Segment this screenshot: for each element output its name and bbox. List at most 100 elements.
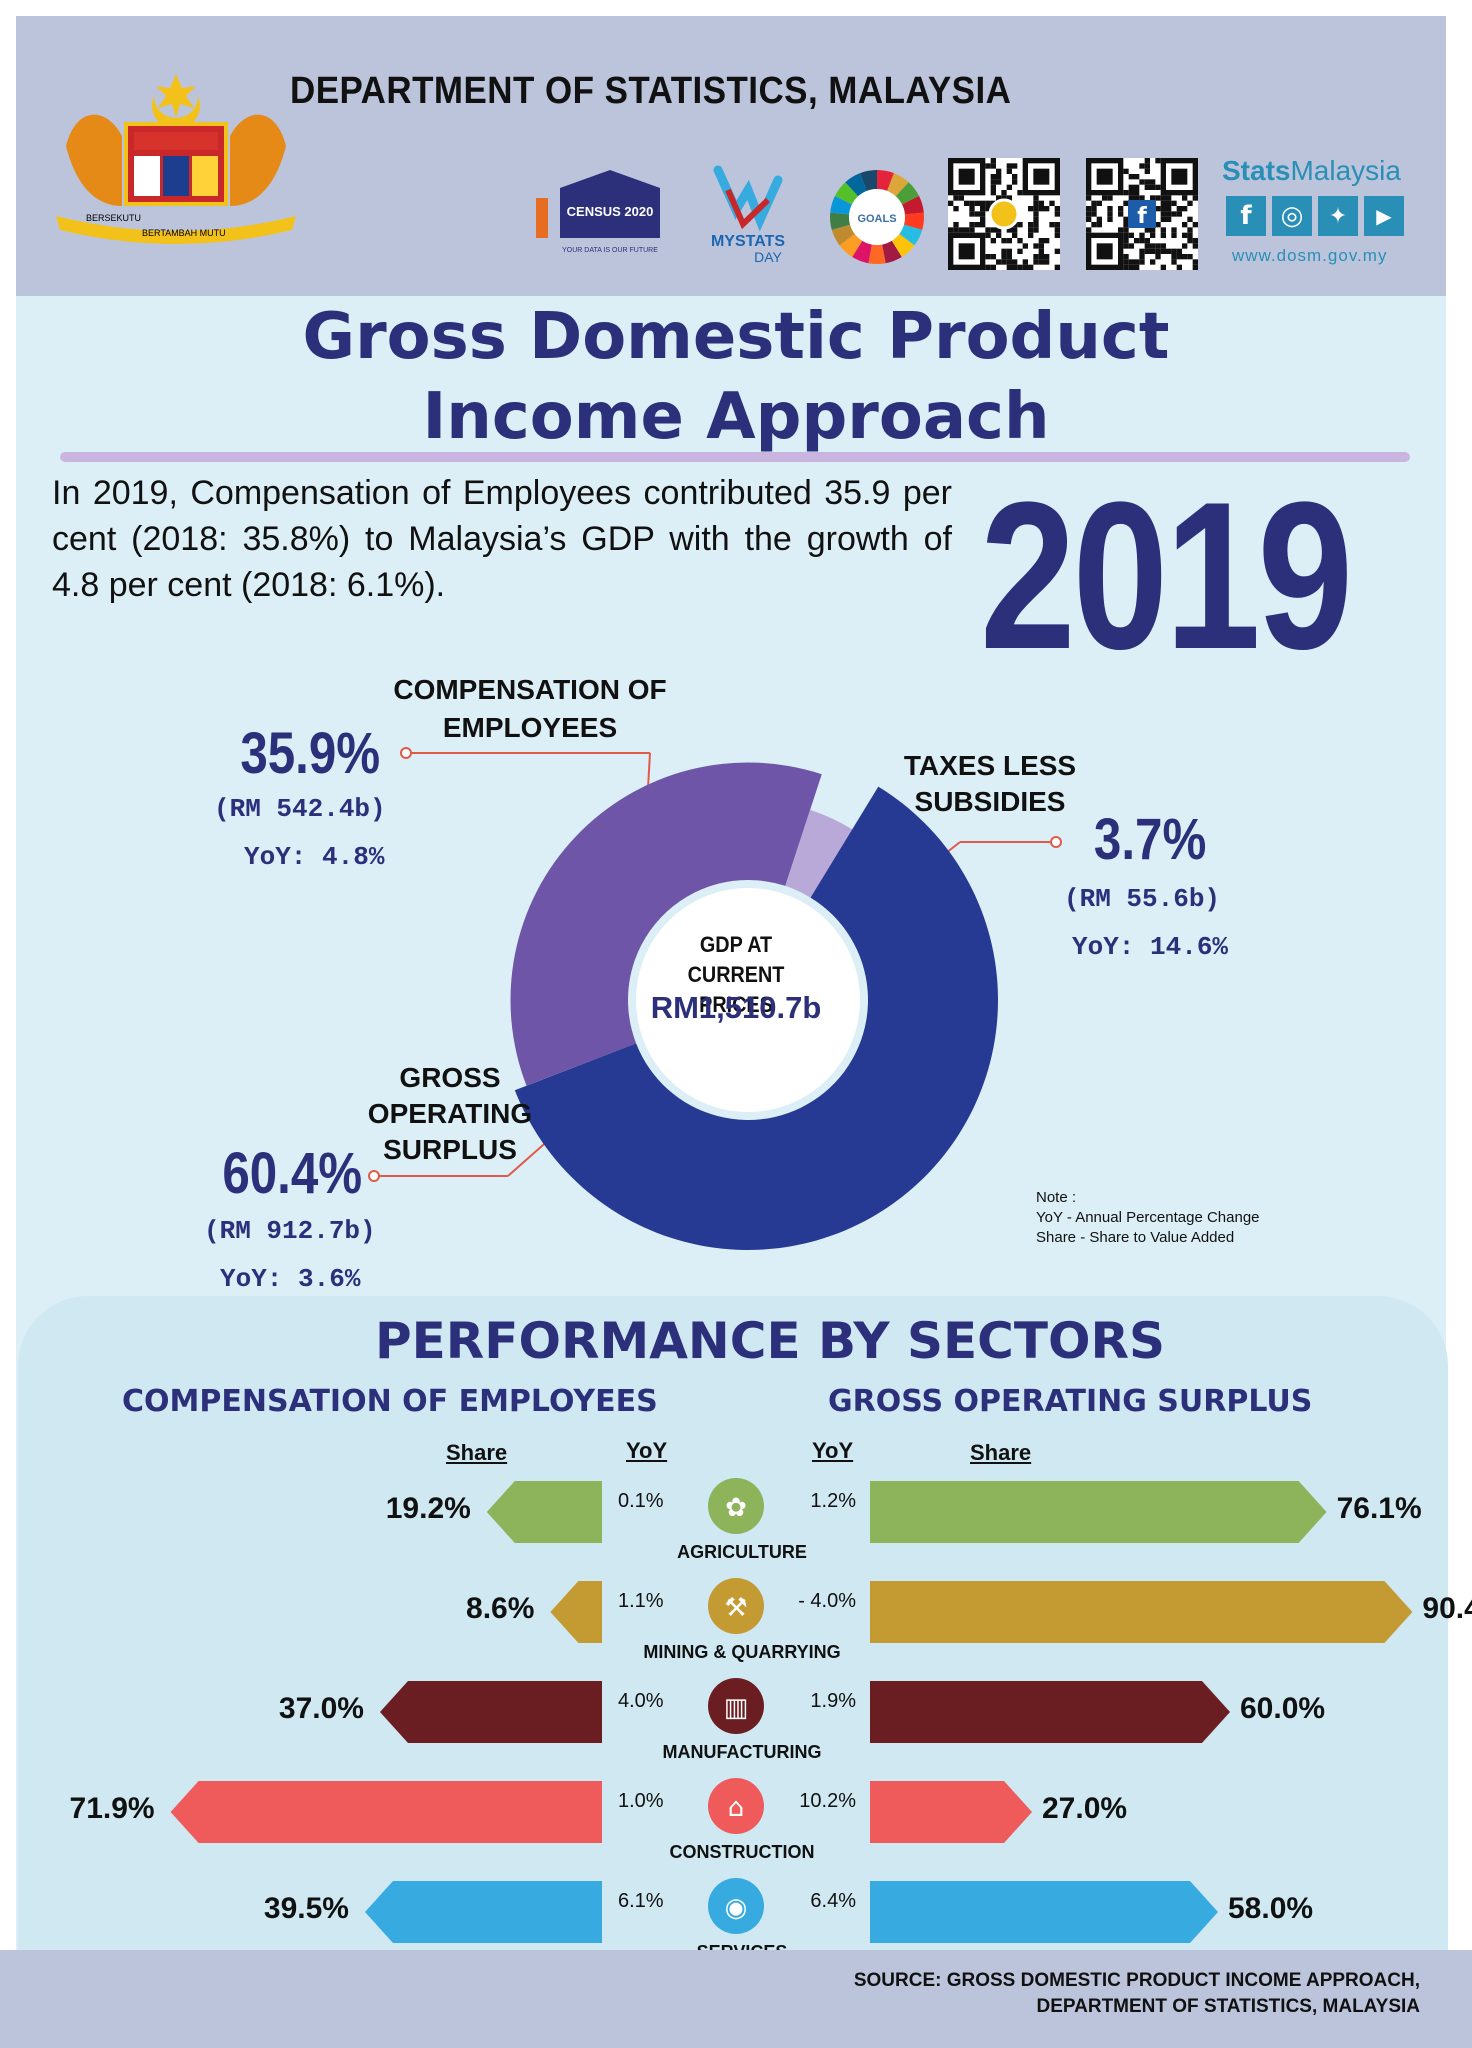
crane-icon xyxy=(708,1778,764,1834)
taxes-yoy: YoY: 14.6% xyxy=(1072,932,1229,962)
svg-text:YOUR DATA IS OUR FUTURE: YOUR DATA IS OUR FUTURE xyxy=(562,247,658,254)
surplus-yoy: YoY: 3.6% xyxy=(220,1264,361,1294)
surplus-share-label: 60.0% xyxy=(1240,1692,1326,1725)
compensation-yoy-label: 4.0% xyxy=(618,1690,664,1712)
surplus-yoy-label: 6.4% xyxy=(810,1890,856,1912)
surplus-label-2: OPERATING xyxy=(367,1098,533,1129)
stats-malaysia-brand: StatsMalaysia xyxy=(1222,155,1401,186)
gdp-donut-chart xyxy=(368,747,1062,1250)
leader-dot-taxes xyxy=(1050,836,1062,848)
compensation-share-label: 71.9% xyxy=(69,1792,155,1825)
sector-bars-chart: ✿ ⚒ ▥ ⌂ ◉ xyxy=(170,1478,1413,1943)
surplus-yoy-label: 1.2% xyxy=(810,1490,856,1512)
intro-paragraph: In 2019, Compensation of Employees contr… xyxy=(52,474,952,604)
taxes-label-1: TAXES LESS xyxy=(903,750,1077,781)
leader-dot-surplus xyxy=(368,1170,380,1182)
left-panel-title: COMPENSATION OF EMPLOYEES xyxy=(122,1384,658,1419)
surplus-yoy-label: 10.2% xyxy=(799,1790,856,1812)
person-service-icon-glyph: ◉ xyxy=(725,1893,748,1923)
surplus-share-label: 58.0% xyxy=(1228,1892,1314,1925)
surplus-share-label: 27.0% xyxy=(1042,1792,1128,1825)
surplus-yoy-label: - 4.0% xyxy=(798,1590,856,1612)
surplus-amount: (RM 912.7b) xyxy=(204,1216,376,1246)
footer-band xyxy=(0,1950,1472,2048)
sector-name: MINING & QUARRYING xyxy=(643,1642,841,1662)
bar-compensation-3 xyxy=(170,1781,602,1843)
year-heading: 2019 xyxy=(980,458,1353,693)
bar-surplus-4 xyxy=(870,1881,1218,1943)
compensation-yoy-label: 0.1% xyxy=(618,1490,664,1512)
taxes-label-2: SUBSIDIES xyxy=(914,786,1066,817)
compensation-share: 35.9% xyxy=(240,721,381,786)
instagram-icon[interactable]: ◎ xyxy=(1272,196,1312,236)
surplus-share-label: 90.4% xyxy=(1422,1592,1472,1625)
compensation-amount: (RM 542.4b) xyxy=(214,794,386,824)
title-divider xyxy=(60,452,1410,462)
website-link[interactable]: www.dosm.gov.my xyxy=(1232,246,1388,265)
person-service-icon xyxy=(708,1878,764,1934)
bar-surplus-3 xyxy=(870,1781,1032,1843)
factory-icon-glyph: ▥ xyxy=(724,1693,749,1723)
compensation-label-2: EMPLOYEES xyxy=(442,712,618,743)
svg-text:CENSUS 2020: CENSUS 2020 xyxy=(567,204,654,219)
qr-code-facebook[interactable]: f xyxy=(1086,158,1198,270)
sector-name: AGRICULTURE xyxy=(677,1542,807,1562)
surplus-yoy-label: 1.9% xyxy=(810,1690,856,1712)
palm-tree-icon-glyph: ✿ xyxy=(725,1493,747,1523)
bar-compensation-4 xyxy=(365,1881,602,1943)
right-yoy-header: YoY xyxy=(812,1438,854,1463)
svg-text:DAY: DAY xyxy=(754,249,782,265)
crane-icon-glyph: ⌂ xyxy=(728,1793,745,1823)
compensation-yoy-label: 1.1% xyxy=(618,1590,664,1612)
compensation-yoy-label: 6.1% xyxy=(618,1890,664,1912)
mystats-day-logo[interactable]: MYSTATS DAY xyxy=(698,160,798,270)
facebook-icon[interactable]: f xyxy=(1226,196,1266,236)
sector-name: MANUFACTURING xyxy=(662,1742,822,1762)
svg-text:MYSTATS: MYSTATS xyxy=(711,233,785,250)
sector-name: CONSTRUCTION xyxy=(669,1842,815,1862)
sdg-wheel-logo[interactable]: GOALS xyxy=(828,168,926,266)
surplus-share: 60.4% xyxy=(222,1141,363,1206)
donut-segment-compensation xyxy=(510,762,822,1086)
source-note: SOURCE: GROSS DOMESTIC PRODUCT INCOME AP… xyxy=(853,1970,1420,2017)
twitter-icon[interactable]: ✦ xyxy=(1318,196,1358,236)
chart-note: Note : YoY - Annual Percentage Change Sh… xyxy=(1036,1189,1260,1246)
page-title-line2: Income Approach xyxy=(422,380,1050,454)
compensation-yoy-label: 1.0% xyxy=(618,1790,664,1812)
donut-center-value: RM1,510.7b xyxy=(650,990,822,1025)
taxes-amount: (RM 55.6b) xyxy=(1064,884,1221,914)
donut-center-hole xyxy=(636,888,860,1112)
bar-surplus-0 xyxy=(870,1481,1327,1543)
leader-dot-compensation xyxy=(400,747,412,759)
compensation-share-label: 19.2% xyxy=(385,1492,471,1525)
youtube-icon[interactable]: ▶ xyxy=(1364,196,1404,236)
mining-rig-icon xyxy=(708,1578,764,1634)
bar-surplus-2 xyxy=(870,1681,1230,1743)
compensation-label-1: COMPENSATION OF xyxy=(393,674,667,705)
svg-text:f: f xyxy=(1137,204,1147,229)
palm-tree-icon xyxy=(708,1478,764,1534)
donut-segment-surplus xyxy=(514,786,999,1250)
surplus-share-label: 76.1% xyxy=(1336,1492,1422,1525)
donut-segment-taxes xyxy=(785,809,853,898)
sectors-title: PERFORMANCE BY SECTORS xyxy=(375,1312,1165,1370)
malaysia-crest-logo: BERSEKUTU BERTAMBAH MUTU xyxy=(56,66,296,246)
svg-text:BERTAMBAH MUTU: BERTAMBAH MUTU xyxy=(142,228,226,238)
bar-compensation-0 xyxy=(486,1481,602,1543)
census-2020-logo[interactable]: CENSUS 2020 YOUR DATA IS OUR FUTURE xyxy=(530,168,680,258)
bar-compensation-2 xyxy=(380,1681,602,1743)
left-share-header: Share xyxy=(446,1440,508,1465)
mining-rig-icon-glyph: ⚒ xyxy=(724,1593,747,1623)
taxes-share: 3.7% xyxy=(1093,807,1207,872)
factory-icon xyxy=(708,1678,764,1734)
svg-text:GOALS: GOALS xyxy=(857,213,896,225)
right-panel-title: GROSS OPERATING SURPLUS xyxy=(828,1384,1313,1419)
surplus-label-1: GROSS xyxy=(399,1062,501,1093)
bar-compensation-1 xyxy=(550,1581,602,1643)
compensation-yoy: YoY: 4.8% xyxy=(244,842,385,872)
compensation-share-label: 37.0% xyxy=(278,1692,364,1725)
qr-code-dosm[interactable] xyxy=(948,158,1060,270)
compensation-share-label: 39.5% xyxy=(263,1892,349,1925)
right-share-header: Share xyxy=(970,1440,1032,1465)
donut-center-label: GDP AT CURRENT PRICES xyxy=(687,932,785,1017)
